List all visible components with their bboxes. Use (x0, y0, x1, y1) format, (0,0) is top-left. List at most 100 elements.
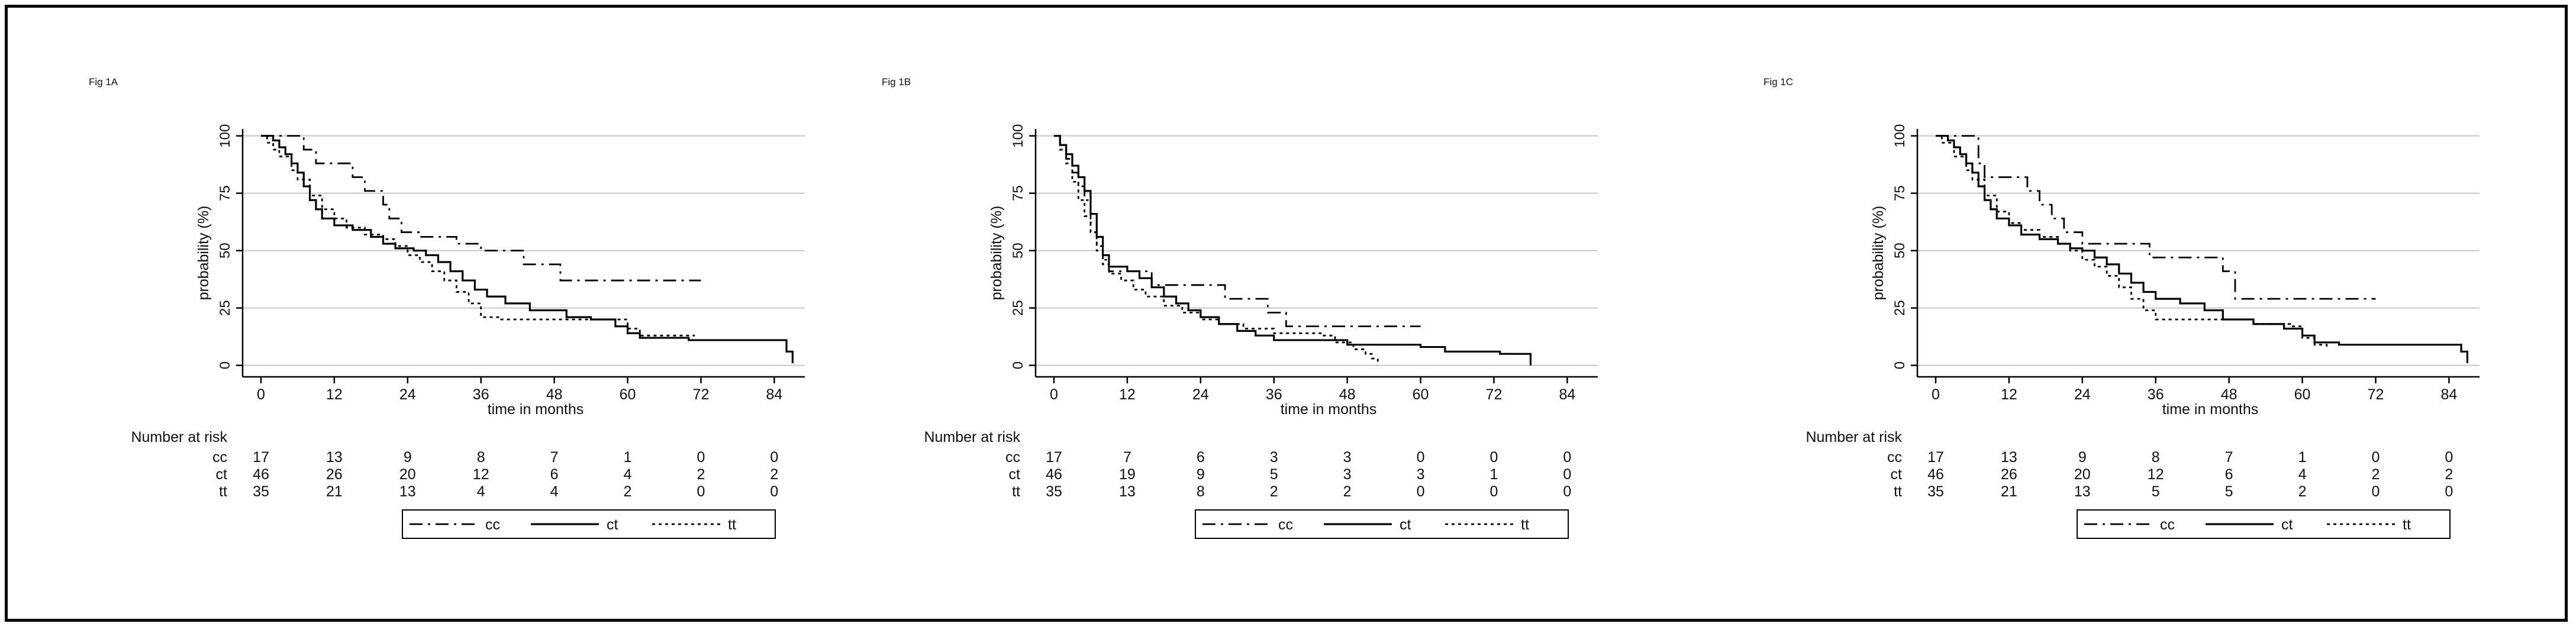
series-line-tt (1936, 136, 2327, 347)
risk-cell: 0 (2372, 483, 2380, 500)
risk-row-label: ct (1891, 466, 1903, 483)
y-tick-label: 75 (1010, 185, 1026, 201)
risk-cell: 0 (2372, 449, 2380, 466)
x-tick-label: 60 (1413, 386, 1429, 403)
risk-cell: 0 (1490, 449, 1498, 466)
legend-label: cc (485, 516, 500, 533)
y-tick-label: 50 (1892, 243, 1908, 259)
y-tick-label: 0 (1010, 361, 1026, 369)
x-tick-label: 72 (1486, 386, 1503, 403)
risk-row-label: cc (1005, 449, 1020, 466)
risk-row-label: ct (216, 466, 228, 483)
risk-table-title: Number at risk (924, 429, 1020, 445)
x-tick-label: 60 (620, 386, 636, 403)
risk-cell: 1 (624, 449, 632, 466)
risk-cell: 5 (2152, 483, 2160, 500)
risk-cell: 6 (550, 466, 559, 483)
risk-cell: 46 (1046, 466, 1062, 483)
risk-cell: 13 (2001, 449, 2017, 466)
y-tick-label: 75 (217, 185, 233, 201)
legend-label: tt (1521, 516, 1529, 533)
series-line-cc (1054, 136, 1421, 327)
legend-label: tt (728, 516, 736, 533)
y-tick-label: 100 (217, 124, 233, 148)
risk-cell: 2 (2298, 483, 2307, 500)
risk-cell: 2 (2372, 466, 2380, 483)
risk-cell: 0 (2445, 449, 2453, 466)
y-tick-label: 100 (1010, 124, 1026, 148)
panel-label: Fig 1A (89, 76, 118, 88)
risk-row-label: cc (212, 449, 227, 466)
y-axis-title: probability (%) (1870, 206, 1887, 301)
legend-label: ct (607, 516, 618, 533)
risk-cell: 9 (1197, 466, 1205, 483)
legend-label: tt (2403, 516, 2411, 533)
y-tick-label: 75 (1892, 185, 1908, 201)
x-tick-label: 72 (693, 386, 710, 403)
x-tick-label: 12 (326, 386, 343, 403)
risk-row-label: tt (1012, 483, 1020, 500)
x-tick-label: 84 (1559, 386, 1575, 403)
risk-row-label: tt (219, 483, 227, 500)
risk-cell: 12 (2148, 466, 2164, 483)
risk-cell: 0 (697, 483, 705, 500)
series-line-tt (261, 136, 695, 336)
risk-cell: 35 (1927, 483, 1944, 500)
x-tick-label: 60 (2294, 386, 2311, 403)
panel-label: Fig 1B (882, 76, 911, 88)
y-axis-title: probability (%) (988, 206, 1005, 301)
risk-cell: 6 (1197, 449, 1205, 466)
y-axis-title: probability (%) (195, 206, 212, 301)
x-tick-label: 36 (1266, 386, 1282, 403)
x-tick-label: 24 (399, 386, 416, 403)
risk-cell: 2 (2445, 466, 2453, 483)
risk-cell: 17 (253, 449, 269, 466)
risk-cell: 9 (404, 449, 412, 466)
x-tick-label: 72 (2368, 386, 2384, 403)
risk-cell: 46 (1927, 466, 1944, 483)
risk-cell: 3 (1417, 466, 1425, 483)
risk-cell: 4 (550, 483, 559, 500)
y-tick-label: 25 (217, 300, 233, 316)
risk-cell: 9 (2078, 449, 2087, 466)
risk-cell: 0 (697, 449, 705, 466)
risk-cell: 13 (2074, 483, 2091, 500)
x-tick-label: 12 (2001, 386, 2017, 403)
series-line-cc (261, 136, 701, 280)
x-tick-label: 0 (1050, 386, 1058, 403)
risk-cell: 20 (399, 466, 416, 483)
risk-cell: 1 (2298, 449, 2307, 466)
risk-cell: 20 (2074, 466, 2091, 483)
y-tick-label: 50 (1010, 243, 1026, 259)
series-line-ct (261, 136, 792, 363)
risk-cell: 3 (1343, 449, 1352, 466)
risk-cell: 26 (2001, 466, 2017, 483)
risk-cell: 13 (1119, 483, 1136, 500)
risk-cell: 8 (2152, 449, 2160, 466)
y-tick-label: 0 (217, 361, 233, 369)
risk-cell: 17 (1046, 449, 1062, 466)
x-tick-label: 0 (1932, 386, 1940, 403)
risk-cell: 6 (2225, 466, 2233, 483)
risk-cell: 13 (326, 449, 343, 466)
risk-row-label: ct (1009, 466, 1021, 483)
risk-cell: 0 (770, 483, 778, 500)
figure-svg: Fig 1A0255075100probability (%)0 12 24 36 48… (0, 0, 2576, 630)
panel-label: Fig 1C (1763, 76, 1793, 88)
risk-cell: 4 (2298, 466, 2307, 483)
risk-table-title: Number at risk (131, 429, 227, 445)
risk-cell: 26 (326, 466, 343, 483)
risk-cell: 3 (1270, 449, 1278, 466)
risk-cell: 0 (1417, 449, 1425, 466)
x-axis-title: time in months (2162, 401, 2259, 418)
risk-cell: 7 (550, 449, 559, 466)
legend-label: ct (2281, 516, 2293, 533)
y-tick-label: 25 (1010, 300, 1026, 316)
x-tick-label: 12 (1119, 386, 1136, 403)
x-tick-label: 84 (766, 386, 782, 403)
x-tick-label: 36 (473, 386, 489, 403)
risk-row-label: tt (1894, 483, 1902, 500)
